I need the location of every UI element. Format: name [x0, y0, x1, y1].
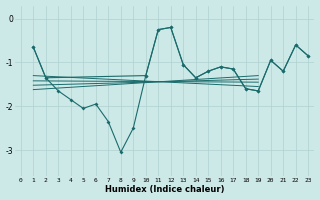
X-axis label: Humidex (Indice chaleur): Humidex (Indice chaleur) [105, 185, 224, 194]
